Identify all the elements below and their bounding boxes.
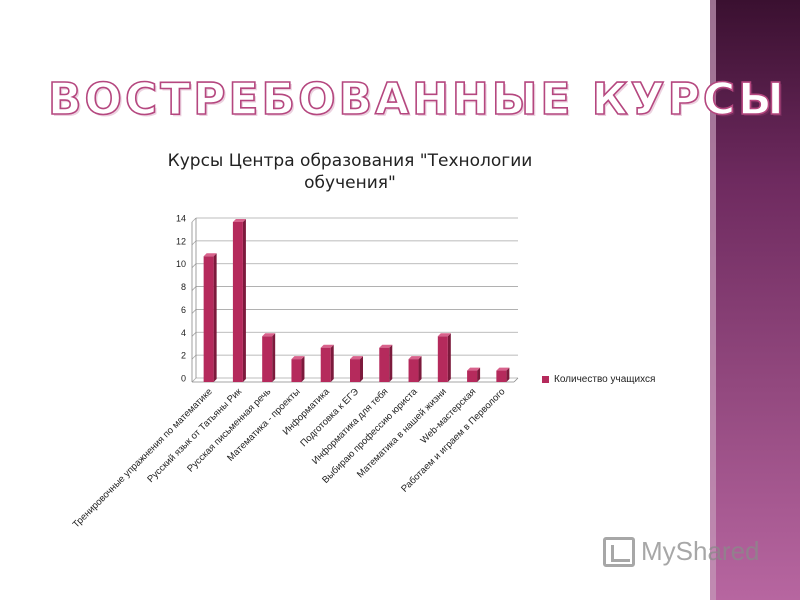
y-tick-label: 14 — [176, 214, 186, 224]
bar-top — [408, 356, 422, 360]
bar-top — [496, 367, 510, 371]
bar — [408, 359, 419, 382]
y-tick-label: 0 — [181, 374, 186, 384]
slide-title: ВОСТРЕБОВАННЫЕ КУРСЫ — [47, 73, 787, 126]
bar-side — [506, 367, 510, 382]
bar — [350, 359, 360, 382]
y-tick-label: 6 — [181, 305, 186, 315]
y-tick-label: 4 — [181, 328, 186, 338]
bar-side — [272, 333, 276, 382]
x-axis-end — [513, 377, 519, 383]
bar — [262, 336, 273, 382]
bar-top — [232, 219, 246, 222]
bar-top — [437, 333, 451, 337]
y-tick-label: 10 — [176, 259, 186, 269]
myshared-logo-icon — [603, 536, 635, 567]
bar-top — [262, 333, 276, 337]
bar — [320, 347, 331, 382]
bar-top — [379, 344, 393, 348]
legend-swatch — [542, 376, 549, 383]
bar-side — [213, 253, 217, 382]
myshared-logo: MyShared — [603, 536, 760, 567]
bar — [379, 347, 390, 382]
legend-label: Количество учащихся — [554, 374, 656, 385]
bar-side — [447, 333, 451, 382]
bar — [496, 370, 507, 382]
gridline-depth — [191, 263, 197, 268]
bar-side — [242, 219, 246, 382]
bar-top — [320, 344, 334, 348]
bar — [291, 359, 302, 382]
bar-side — [330, 344, 334, 382]
decorative-side-bar — [710, 0, 800, 600]
y-tick-label: 12 — [176, 236, 186, 246]
bar-top — [291, 356, 305, 360]
bar-side — [301, 356, 305, 382]
gridline-depth — [191, 332, 197, 337]
bar-side — [389, 344, 393, 382]
bar — [437, 336, 448, 382]
bar-side — [360, 356, 363, 382]
gridline-depth — [191, 240, 197, 246]
logo-text: MyShared — [641, 536, 760, 566]
bar-top — [203, 253, 217, 257]
chart-legend: Количество учащихся — [542, 374, 655, 385]
y-tick-label: 2 — [181, 351, 186, 361]
bar-top — [350, 356, 363, 360]
bar-top — [467, 367, 481, 371]
gridline-depth — [191, 354, 197, 360]
bar — [203, 256, 214, 382]
bar — [467, 370, 478, 382]
y-tick-label: 8 — [181, 282, 186, 292]
gridline-depth — [191, 286, 197, 291]
bar-side — [418, 356, 422, 382]
bar-side — [477, 367, 481, 382]
gridline-depth — [191, 217, 197, 223]
bar — [232, 222, 243, 382]
gridline-depth — [191, 309, 197, 314]
gridline-depth — [191, 377, 197, 383]
chart-title: Курсы Центра образования "Технологии обу… — [167, 151, 533, 193]
